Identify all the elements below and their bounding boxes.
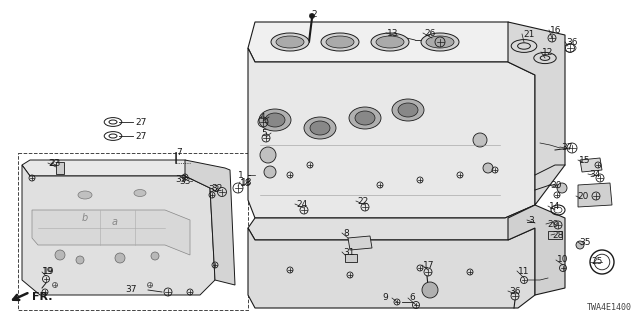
Text: 37: 37 bbox=[125, 285, 137, 294]
Ellipse shape bbox=[265, 113, 285, 127]
Ellipse shape bbox=[355, 111, 375, 125]
Bar bbox=[192, 178, 200, 186]
Text: 32: 32 bbox=[211, 183, 222, 193]
Text: 26: 26 bbox=[424, 28, 435, 37]
Text: 20: 20 bbox=[577, 191, 588, 201]
Text: b: b bbox=[82, 213, 88, 223]
Text: 17: 17 bbox=[423, 260, 435, 269]
Polygon shape bbox=[22, 165, 215, 295]
Text: 22: 22 bbox=[357, 196, 368, 205]
Ellipse shape bbox=[426, 36, 454, 48]
Ellipse shape bbox=[304, 117, 336, 139]
Ellipse shape bbox=[321, 33, 359, 51]
Text: 32: 32 bbox=[209, 185, 220, 194]
Bar bbox=[345, 254, 357, 262]
Text: 12: 12 bbox=[542, 47, 554, 57]
Text: 24: 24 bbox=[296, 199, 307, 209]
Text: 6: 6 bbox=[409, 293, 415, 302]
Text: FR.: FR. bbox=[32, 292, 52, 302]
Polygon shape bbox=[32, 210, 190, 255]
Text: TWA4E1400: TWA4E1400 bbox=[587, 303, 632, 312]
Polygon shape bbox=[248, 228, 535, 308]
Text: 18: 18 bbox=[240, 179, 252, 188]
Ellipse shape bbox=[349, 107, 381, 129]
Polygon shape bbox=[185, 160, 235, 285]
Text: 9: 9 bbox=[382, 293, 388, 302]
Text: 2: 2 bbox=[311, 10, 317, 19]
Text: 19: 19 bbox=[42, 268, 54, 276]
Circle shape bbox=[557, 183, 567, 193]
Ellipse shape bbox=[310, 121, 330, 135]
Text: 21: 21 bbox=[523, 29, 534, 38]
Circle shape bbox=[260, 147, 276, 163]
Text: 15: 15 bbox=[579, 156, 591, 164]
Polygon shape bbox=[348, 236, 372, 250]
Text: 33: 33 bbox=[179, 177, 191, 186]
Text: 13: 13 bbox=[387, 28, 399, 37]
Text: 31: 31 bbox=[343, 247, 355, 257]
Text: 23: 23 bbox=[48, 158, 60, 167]
Text: 10: 10 bbox=[557, 255, 568, 265]
Polygon shape bbox=[248, 22, 535, 75]
Text: 27: 27 bbox=[135, 117, 147, 126]
Bar bbox=[548, 231, 562, 239]
Ellipse shape bbox=[371, 33, 409, 51]
Ellipse shape bbox=[392, 99, 424, 121]
Text: 37: 37 bbox=[561, 142, 573, 151]
Ellipse shape bbox=[421, 33, 459, 51]
Circle shape bbox=[310, 13, 314, 19]
Text: 27: 27 bbox=[135, 132, 147, 140]
Circle shape bbox=[55, 250, 65, 260]
Polygon shape bbox=[578, 183, 612, 207]
Circle shape bbox=[483, 163, 493, 173]
Circle shape bbox=[76, 256, 84, 264]
Text: 1: 1 bbox=[238, 171, 244, 180]
Circle shape bbox=[422, 282, 438, 298]
Text: 28: 28 bbox=[552, 230, 563, 239]
Text: 34: 34 bbox=[589, 170, 600, 179]
Text: 29: 29 bbox=[547, 220, 558, 228]
Ellipse shape bbox=[398, 103, 418, 117]
Text: 8: 8 bbox=[343, 228, 349, 237]
Ellipse shape bbox=[276, 36, 304, 48]
Text: 18: 18 bbox=[241, 178, 253, 187]
Text: 25: 25 bbox=[591, 258, 602, 267]
Text: 35: 35 bbox=[579, 237, 591, 246]
Text: 36: 36 bbox=[566, 37, 577, 46]
Ellipse shape bbox=[78, 191, 92, 199]
Text: 7: 7 bbox=[176, 148, 182, 156]
Circle shape bbox=[473, 133, 487, 147]
Text: 33: 33 bbox=[175, 174, 187, 183]
Ellipse shape bbox=[134, 189, 146, 196]
Ellipse shape bbox=[259, 109, 291, 131]
Text: 30: 30 bbox=[550, 180, 561, 189]
Text: 4: 4 bbox=[259, 113, 265, 122]
Text: 16: 16 bbox=[550, 26, 561, 35]
Ellipse shape bbox=[271, 33, 309, 51]
Text: 3: 3 bbox=[528, 215, 534, 225]
Text: 14: 14 bbox=[549, 202, 561, 211]
Circle shape bbox=[576, 241, 584, 249]
Ellipse shape bbox=[326, 36, 354, 48]
Text: 36: 36 bbox=[509, 286, 520, 295]
Text: 5: 5 bbox=[261, 129, 267, 138]
Text: 11: 11 bbox=[518, 267, 529, 276]
Polygon shape bbox=[508, 22, 565, 205]
Polygon shape bbox=[248, 48, 535, 218]
Ellipse shape bbox=[376, 36, 404, 48]
Polygon shape bbox=[508, 205, 565, 295]
Circle shape bbox=[264, 166, 276, 178]
Text: 23: 23 bbox=[49, 158, 60, 167]
Polygon shape bbox=[22, 160, 210, 188]
Polygon shape bbox=[580, 158, 602, 172]
Circle shape bbox=[115, 253, 125, 263]
Bar bbox=[56, 162, 64, 174]
Circle shape bbox=[151, 252, 159, 260]
Polygon shape bbox=[248, 205, 535, 240]
Text: 19: 19 bbox=[43, 268, 54, 276]
Text: a: a bbox=[112, 217, 118, 227]
